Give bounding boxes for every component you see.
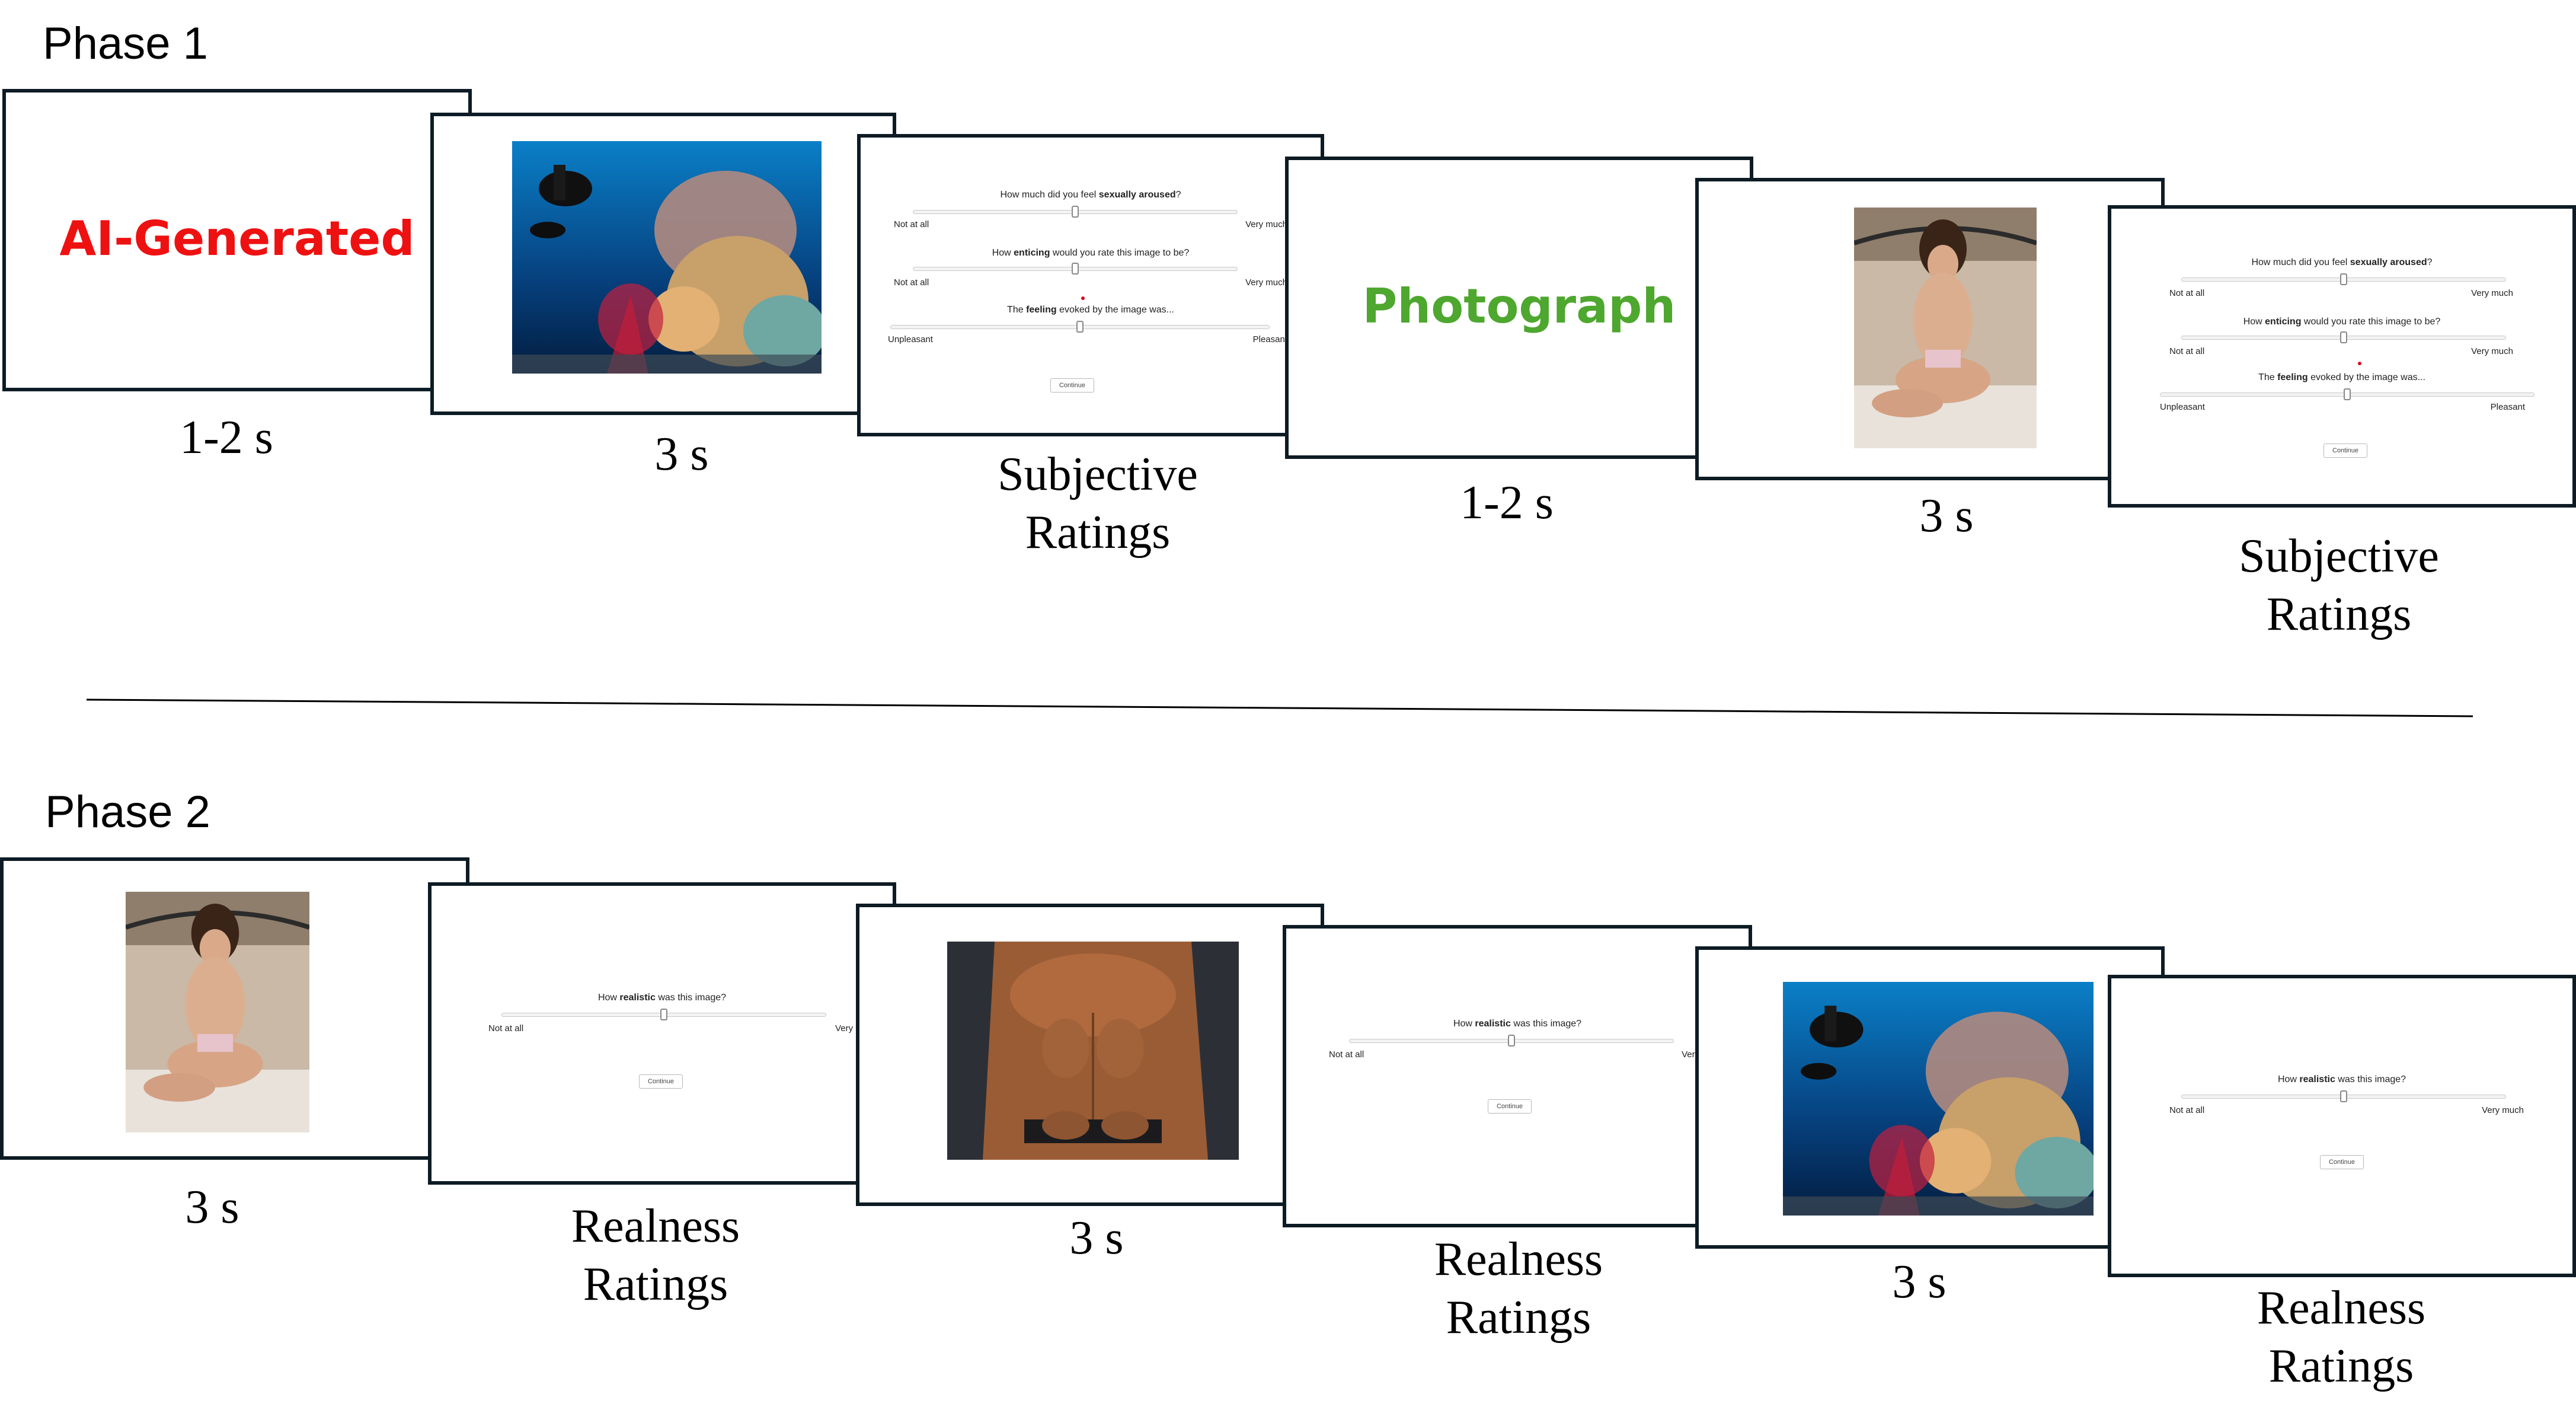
question-enticing: How enticing would you rate this image t…: [2243, 317, 2441, 327]
woman-photo: [1854, 208, 2037, 448]
cue-screen-ai-generated: AI-Generated: [2, 89, 472, 391]
ai-generated-label: AI-Generated: [59, 211, 415, 266]
cue-duration-caption-2: 1-2 s: [1460, 477, 1554, 529]
enticing-min-label: Not at all: [2169, 346, 2205, 356]
arousal-slider[interactable]: [2181, 273, 2506, 285]
realistic-slider[interactable]: [501, 1009, 826, 1020]
arousal-slider[interactable]: [913, 206, 1238, 218]
caption-line-1: Subjective: [2239, 530, 2439, 582]
continue-button[interactable]: Continue: [2320, 1155, 2364, 1169]
enticing-max-label: Very much: [1245, 277, 1287, 288]
continue-button[interactable]: Continue: [639, 1074, 683, 1089]
realness-rating-screen-2: How realistic was this image? Not at all…: [1283, 925, 1752, 1227]
realness-ratings-caption-2: Realness Ratings: [1341, 1231, 1696, 1347]
realistic-slider-handle[interactable]: [1508, 1035, 1515, 1047]
question-feeling: The feeling evoked by the image was...: [1007, 305, 1174, 315]
image-duration-caption-p2-3: 3 s: [1892, 1256, 1947, 1308]
phase-2-label: Phase 2: [45, 787, 210, 837]
caption-line-2: Ratings: [1025, 506, 1171, 559]
continue-button[interactable]: Continue: [1488, 1099, 1532, 1114]
caption-line-2: Ratings: [2268, 1339, 2414, 1392]
realistic-min-label: Not at all: [2169, 1105, 2205, 1115]
realistic-slider[interactable]: [2181, 1090, 2506, 1102]
woman-photo: [126, 892, 309, 1132]
continue-button[interactable]: Continue: [2323, 444, 2367, 458]
feeling-min-label: Unpleasant: [2160, 402, 2205, 412]
realistic-min-label: Not at all: [1329, 1049, 1364, 1060]
feeling-slider-handle[interactable]: [1076, 321, 1084, 333]
image-screen-man: [856, 904, 1324, 1206]
image-screen-diver-1: [430, 113, 896, 415]
arousal-min-label: Not at all: [894, 219, 929, 229]
cue-duration-caption-1: 1-2 s: [180, 411, 273, 464]
subjective-rating-screen-1: How much did you feel sexually aroused? …: [857, 134, 1324, 436]
image-screen-woman-1: [1695, 178, 2165, 480]
enticing-slider[interactable]: [913, 263, 1238, 275]
photograph-label: Photograph: [1362, 279, 1676, 334]
enticing-slider-handle[interactable]: [1072, 263, 1079, 275]
question-realistic: How realistic was this image?: [2277, 1074, 2406, 1084]
feeling-slider[interactable]: [2160, 388, 2535, 400]
realness-rating-screen-3: How realistic was this image? Not at all…: [2108, 975, 2576, 1277]
image-duration-caption-1: 3 s: [654, 428, 709, 480]
arousal-slider-handle[interactable]: [1072, 206, 1079, 218]
image-duration-caption-2: 3 s: [1919, 490, 1974, 542]
image-duration-caption-p2-2: 3 s: [1069, 1212, 1124, 1264]
question-arousal: How much did you feel sexually aroused?: [1000, 190, 1181, 200]
continue-button[interactable]: Continue: [1050, 378, 1094, 393]
arousal-max-label: Very much: [2471, 288, 2513, 298]
question-realistic: How realistic was this image?: [597, 993, 727, 1003]
feeling-slider-handle[interactable]: [2344, 388, 2351, 400]
realness-rating-screen-1: How realistic was this image? Not at all…: [428, 882, 896, 1185]
arousal-min-label: Not at all: [2169, 288, 2205, 298]
diver-coral-photo: [512, 141, 822, 374]
man-torso-photo: [947, 942, 1239, 1160]
arousal-max-label: Very much: [1245, 219, 1287, 229]
feeling-max-label: Pleasant: [2490, 402, 2525, 412]
required-marker: [2358, 362, 2361, 365]
realness-ratings-caption-1: Realness Ratings: [478, 1198, 833, 1313]
question-feeling: The feeling evoked by the image was...: [2258, 372, 2425, 382]
arousal-slider-handle[interactable]: [2340, 273, 2347, 285]
realistic-slider[interactable]: [1349, 1035, 1674, 1047]
cue-screen-photograph: Photograph: [1285, 157, 1753, 459]
question-realistic: How realistic was this image?: [1453, 1019, 1582, 1029]
phase-1-label: Phase 1: [43, 18, 208, 69]
caption-line-2: Ratings: [2266, 588, 2412, 640]
realistic-slider-handle[interactable]: [660, 1009, 667, 1020]
feeling-max-label: Pleasant: [1252, 334, 1287, 344]
image-screen-woman-2: [0, 857, 469, 1160]
required-marker: [1081, 296, 1085, 300]
caption-line-1: Realness: [1434, 1233, 1603, 1285]
enticing-slider-handle[interactable]: [2340, 331, 2347, 343]
enticing-slider[interactable]: [2181, 331, 2506, 343]
image-screen-diver-2: [1695, 946, 2165, 1249]
realistic-slider-handle[interactable]: [2340, 1090, 2347, 1102]
image-duration-caption-p2-1: 3 s: [185, 1181, 239, 1233]
feeling-slider[interactable]: [890, 321, 1270, 333]
subjective-rating-screen-2: How much did you feel sexually aroused? …: [2108, 205, 2576, 508]
enticing-min-label: Not at all: [894, 277, 929, 288]
caption-line-1: Realness: [571, 1200, 740, 1252]
caption-line-1: Realness: [2257, 1282, 2426, 1334]
realness-ratings-caption-3: Realness Ratings: [2163, 1280, 2519, 1395]
caption-line-1: Subjective: [998, 448, 1198, 500]
subjective-ratings-caption-1: Subjective Ratings: [920, 446, 1276, 562]
question-arousal: How much did you feel sexually aroused?: [2251, 257, 2433, 267]
caption-line-2: Ratings: [583, 1258, 728, 1310]
diver-coral-photo: [1783, 982, 2094, 1216]
question-enticing: How enticing would you rate this image t…: [992, 248, 1190, 258]
enticing-max-label: Very much: [2471, 346, 2513, 356]
realistic-max-label: Very much: [2482, 1105, 2524, 1115]
realistic-min-label: Not at all: [488, 1023, 524, 1033]
feeling-min-label: Unpleasant: [888, 334, 933, 344]
subjective-ratings-caption-2: Subjective Ratings: [2161, 528, 2517, 643]
caption-line-2: Ratings: [1446, 1291, 1591, 1344]
